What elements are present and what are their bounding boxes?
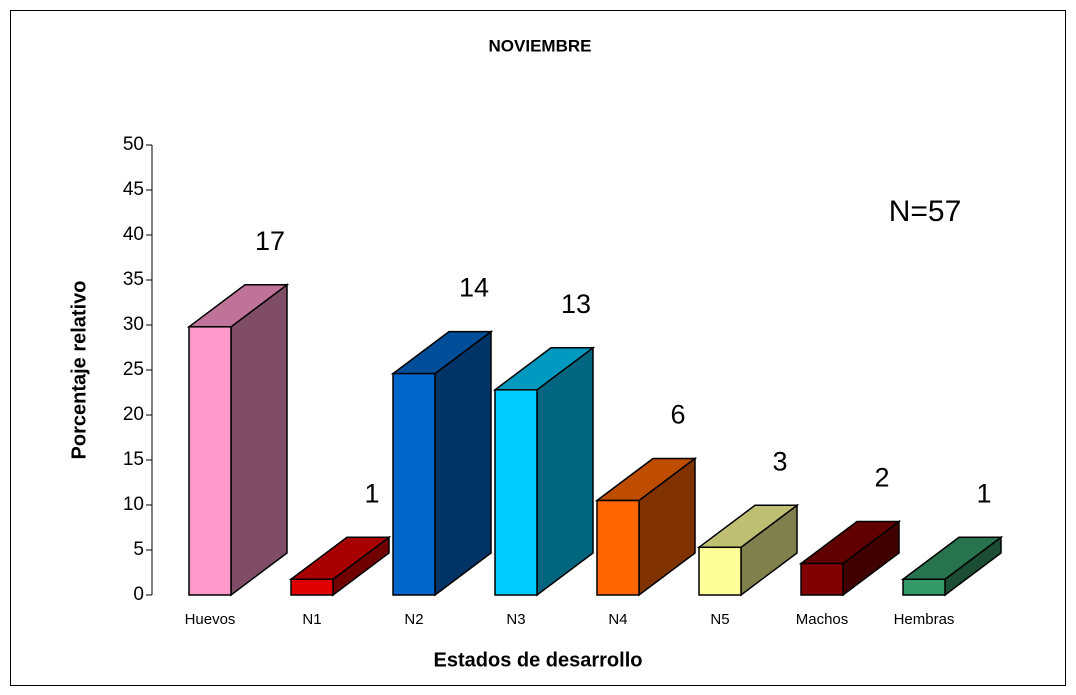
data-label: 1 — [976, 478, 991, 508]
bar — [596, 499, 640, 596]
y-tick-label: 50 — [123, 134, 144, 155]
bar-side — [434, 330, 492, 597]
data-label: 6 — [670, 400, 685, 430]
bar — [392, 372, 436, 596]
y-tick-label: 45 — [123, 179, 144, 200]
x-tick-label: N5 — [710, 611, 729, 628]
bar — [698, 546, 742, 596]
bar — [188, 326, 232, 596]
data-label: 3 — [772, 446, 787, 476]
y-tick-label: 10 — [123, 494, 144, 515]
bar — [902, 578, 946, 596]
bar-side — [230, 283, 288, 597]
y-tick-label: 15 — [123, 449, 144, 470]
data-label: 14 — [459, 273, 489, 303]
y-tick-label: 35 — [123, 269, 144, 290]
data-label: 1 — [364, 478, 379, 508]
y-tick-label: 0 — [133, 584, 144, 605]
x-axis-label: Estados de desarrollo — [434, 649, 643, 671]
y-tick-label: 40 — [123, 224, 144, 245]
y-tick-label: 20 — [123, 404, 144, 425]
data-label: 2 — [874, 463, 889, 493]
x-tick-label: Huevos — [185, 611, 236, 628]
data-label: 17 — [255, 226, 285, 256]
x-tick-label: N4 — [608, 611, 627, 628]
x-tick-label: N2 — [404, 611, 423, 628]
bar — [290, 578, 334, 596]
x-tick-label: N3 — [506, 611, 525, 628]
x-tick-label: N1 — [302, 611, 321, 628]
y-axis-label: Porcentaje relativo — [68, 281, 90, 460]
x-tick-label: Hembras — [894, 611, 955, 628]
annotation: N=57 — [889, 195, 962, 228]
y-tick-label: 5 — [133, 539, 144, 560]
y-tick-label: 25 — [123, 359, 144, 380]
bar — [494, 389, 538, 596]
y-tick-label: 30 — [123, 314, 144, 335]
bar — [800, 562, 844, 596]
x-tick-label: Machos — [796, 611, 849, 628]
data-label: 13 — [561, 289, 591, 319]
chart-title: NOVIEMBRE — [489, 36, 592, 55]
bar-side — [536, 346, 594, 597]
